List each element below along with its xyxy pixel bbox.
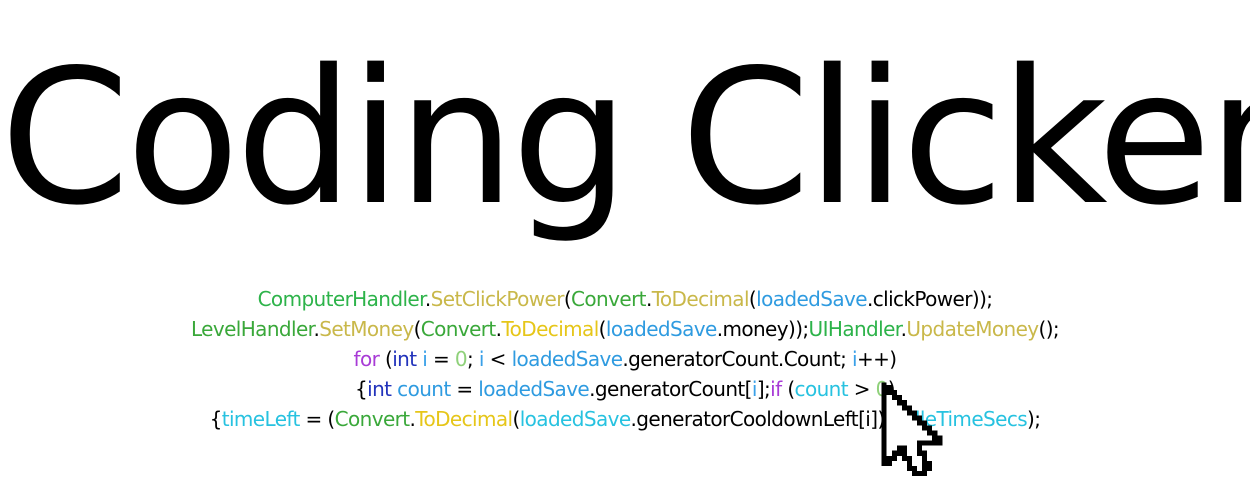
code-token: UIHandler: [808, 317, 902, 341]
code-snippet: ComputerHandler.SetClickPower(Convert.To…: [0, 284, 1250, 434]
code-token: .: [495, 317, 502, 341]
code-token: (: [512, 407, 521, 431]
code-token: {: [209, 407, 223, 431]
code-token: .: [424, 287, 431, 311]
code-token: .: [645, 287, 652, 311]
code-token: Convert: [420, 317, 496, 341]
code-token: =: [450, 377, 479, 401]
code-token: (: [781, 377, 795, 401]
code-token: if: [770, 377, 782, 401]
code-token: i: [751, 377, 758, 401]
code-token: (: [379, 347, 393, 371]
code-token: Convert: [334, 407, 410, 431]
code-token: .generatorCooldownLeft: [630, 407, 859, 431]
code-token: int: [392, 347, 417, 371]
code-token: count: [794, 377, 849, 401]
code-token: .generatorCount.Count;: [622, 347, 852, 371]
code-token: >: [847, 377, 876, 401]
code-line: {int count = loadedSave.generatorCount[i…: [0, 374, 1250, 404]
code-token: SetClickPower: [430, 287, 565, 311]
code-token: {: [355, 377, 368, 401]
code-token: <: [483, 347, 512, 371]
code-token: );: [1027, 407, 1041, 431]
code-token: .clickPower));: [866, 287, 993, 311]
code-token: ++): [856, 347, 897, 371]
code-token: .: [900, 317, 907, 341]
code-token: for: [353, 347, 380, 371]
code-token: (: [563, 287, 572, 311]
code-token: SetMoney: [319, 317, 414, 341]
code-token: loadedSave: [605, 317, 717, 341]
code-token: loadedSave: [756, 287, 867, 311]
game-title: Coding Clicker: [0, 29, 1250, 246]
code-token: ];: [756, 377, 771, 401]
code-token: ();: [1038, 317, 1060, 341]
code-token: timeLeft: [221, 407, 301, 431]
code-token: ToDecimal: [651, 287, 750, 311]
code-token: ComputerHandler: [257, 287, 426, 311]
code-token: LevelHandler: [190, 317, 314, 341]
code-token: 0: [454, 347, 468, 371]
code-token: loadedSave: [511, 347, 623, 371]
code-token: loadedSave: [478, 377, 590, 401]
code-token: ToDecimal: [415, 407, 513, 431]
code-token: .generatorCount[: [589, 377, 752, 401]
code-token: (: [413, 317, 422, 341]
code-token: loadedSave: [519, 407, 631, 431]
code-token: ;: [467, 347, 479, 371]
code-token: .money));: [716, 317, 809, 341]
code-token: Convert: [571, 287, 646, 311]
code-token: = (: [299, 407, 335, 431]
code-line: for (int i = 0; i < loadedSave.generator…: [0, 344, 1250, 374]
code-token: (: [598, 317, 607, 341]
mouse-pointer-icon: [881, 382, 943, 476]
code-token: i: [422, 347, 428, 371]
code-token: .: [313, 317, 320, 341]
code-token: int: [367, 377, 392, 401]
code-token: =: [427, 347, 455, 371]
code-line: ComputerHandler.SetClickPower(Convert.To…: [0, 284, 1250, 314]
code-token: i: [478, 347, 485, 371]
code-token: .: [409, 407, 416, 431]
code-token: (: [748, 287, 757, 311]
code-token: ToDecimal: [501, 317, 599, 341]
code-line: {timeLeft = (Convert.ToDecimal(loadedSav…: [0, 404, 1250, 434]
code-token: count: [397, 377, 451, 401]
code-token: UpdateMoney: [906, 317, 1039, 341]
code-line: LevelHandler.SetMoney(Convert.ToDecimal(…: [0, 314, 1250, 344]
code-token: i: [851, 347, 858, 371]
